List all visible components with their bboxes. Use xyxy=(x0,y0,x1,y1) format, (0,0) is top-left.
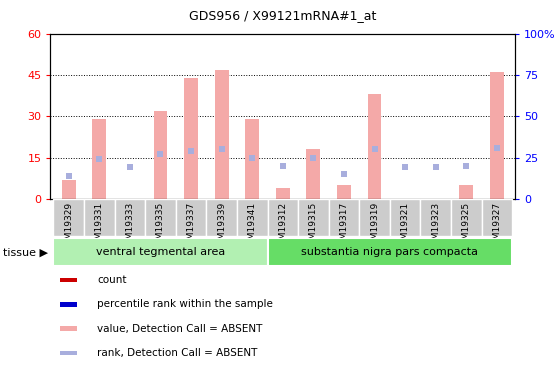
Text: tissue ▶: tissue ▶ xyxy=(3,248,48,258)
Text: value, Detection Call = ABSENT: value, Detection Call = ABSENT xyxy=(97,324,262,334)
Point xyxy=(95,156,104,162)
Bar xyxy=(176,199,206,236)
Point xyxy=(431,164,440,170)
Text: substantia nigra pars compacta: substantia nigra pars compacta xyxy=(301,247,478,257)
Text: percentile rank within the sample: percentile rank within the sample xyxy=(97,299,273,309)
Text: GSM19335: GSM19335 xyxy=(156,202,165,251)
Bar xyxy=(368,94,381,199)
Point xyxy=(492,145,501,151)
Text: GSM19321: GSM19321 xyxy=(400,202,409,251)
Text: GSM19327: GSM19327 xyxy=(492,202,501,251)
Text: count: count xyxy=(97,275,127,285)
Point xyxy=(125,164,134,170)
Bar xyxy=(276,188,290,199)
Text: GSM19315: GSM19315 xyxy=(309,202,318,251)
Point xyxy=(400,164,409,170)
Text: GSM19339: GSM19339 xyxy=(217,202,226,251)
Text: GSM19319: GSM19319 xyxy=(370,202,379,251)
Text: GSM19325: GSM19325 xyxy=(462,202,471,251)
Bar xyxy=(145,199,176,236)
Bar xyxy=(84,199,115,236)
Bar xyxy=(459,185,473,199)
Bar xyxy=(53,199,84,236)
Point xyxy=(248,154,256,160)
Text: ventral tegmental area: ventral tegmental area xyxy=(96,247,225,257)
Bar xyxy=(237,199,268,236)
Bar xyxy=(482,199,512,236)
Bar xyxy=(60,351,77,355)
Bar xyxy=(421,199,451,236)
Bar xyxy=(451,199,482,236)
Text: GDS956 / X99121mRNA#1_at: GDS956 / X99121mRNA#1_at xyxy=(189,9,376,22)
Point xyxy=(462,163,471,169)
Text: GSM19323: GSM19323 xyxy=(431,202,440,251)
Bar xyxy=(115,199,145,236)
Text: GSM19331: GSM19331 xyxy=(95,202,104,251)
Bar xyxy=(60,327,77,331)
Bar xyxy=(215,69,228,199)
Bar xyxy=(153,111,167,199)
Bar xyxy=(337,185,351,199)
Bar xyxy=(92,119,106,199)
Point xyxy=(64,172,73,178)
Text: rank, Detection Call = ABSENT: rank, Detection Call = ABSENT xyxy=(97,348,257,358)
Text: GSM19333: GSM19333 xyxy=(125,202,134,251)
Bar xyxy=(268,199,298,236)
Text: GSM19329: GSM19329 xyxy=(64,202,73,251)
Point xyxy=(217,146,226,152)
Point xyxy=(278,163,287,169)
Bar xyxy=(298,199,329,236)
Bar xyxy=(268,238,512,266)
Bar xyxy=(62,180,76,199)
Text: GSM19317: GSM19317 xyxy=(339,202,348,251)
Bar xyxy=(53,238,268,266)
Point xyxy=(339,171,348,177)
Bar xyxy=(390,199,421,236)
Text: GSM19337: GSM19337 xyxy=(186,202,195,251)
Text: GSM19312: GSM19312 xyxy=(278,202,287,251)
Bar xyxy=(206,199,237,236)
Point xyxy=(309,154,318,160)
Bar xyxy=(306,149,320,199)
Bar xyxy=(329,199,360,236)
Bar xyxy=(490,72,504,199)
Bar xyxy=(245,119,259,199)
Text: GSM19341: GSM19341 xyxy=(248,202,256,251)
Bar xyxy=(184,78,198,199)
Bar xyxy=(60,278,77,282)
Point xyxy=(156,151,165,157)
Bar xyxy=(60,302,77,307)
Point xyxy=(186,148,195,154)
Bar xyxy=(360,199,390,236)
Point xyxy=(370,146,379,152)
